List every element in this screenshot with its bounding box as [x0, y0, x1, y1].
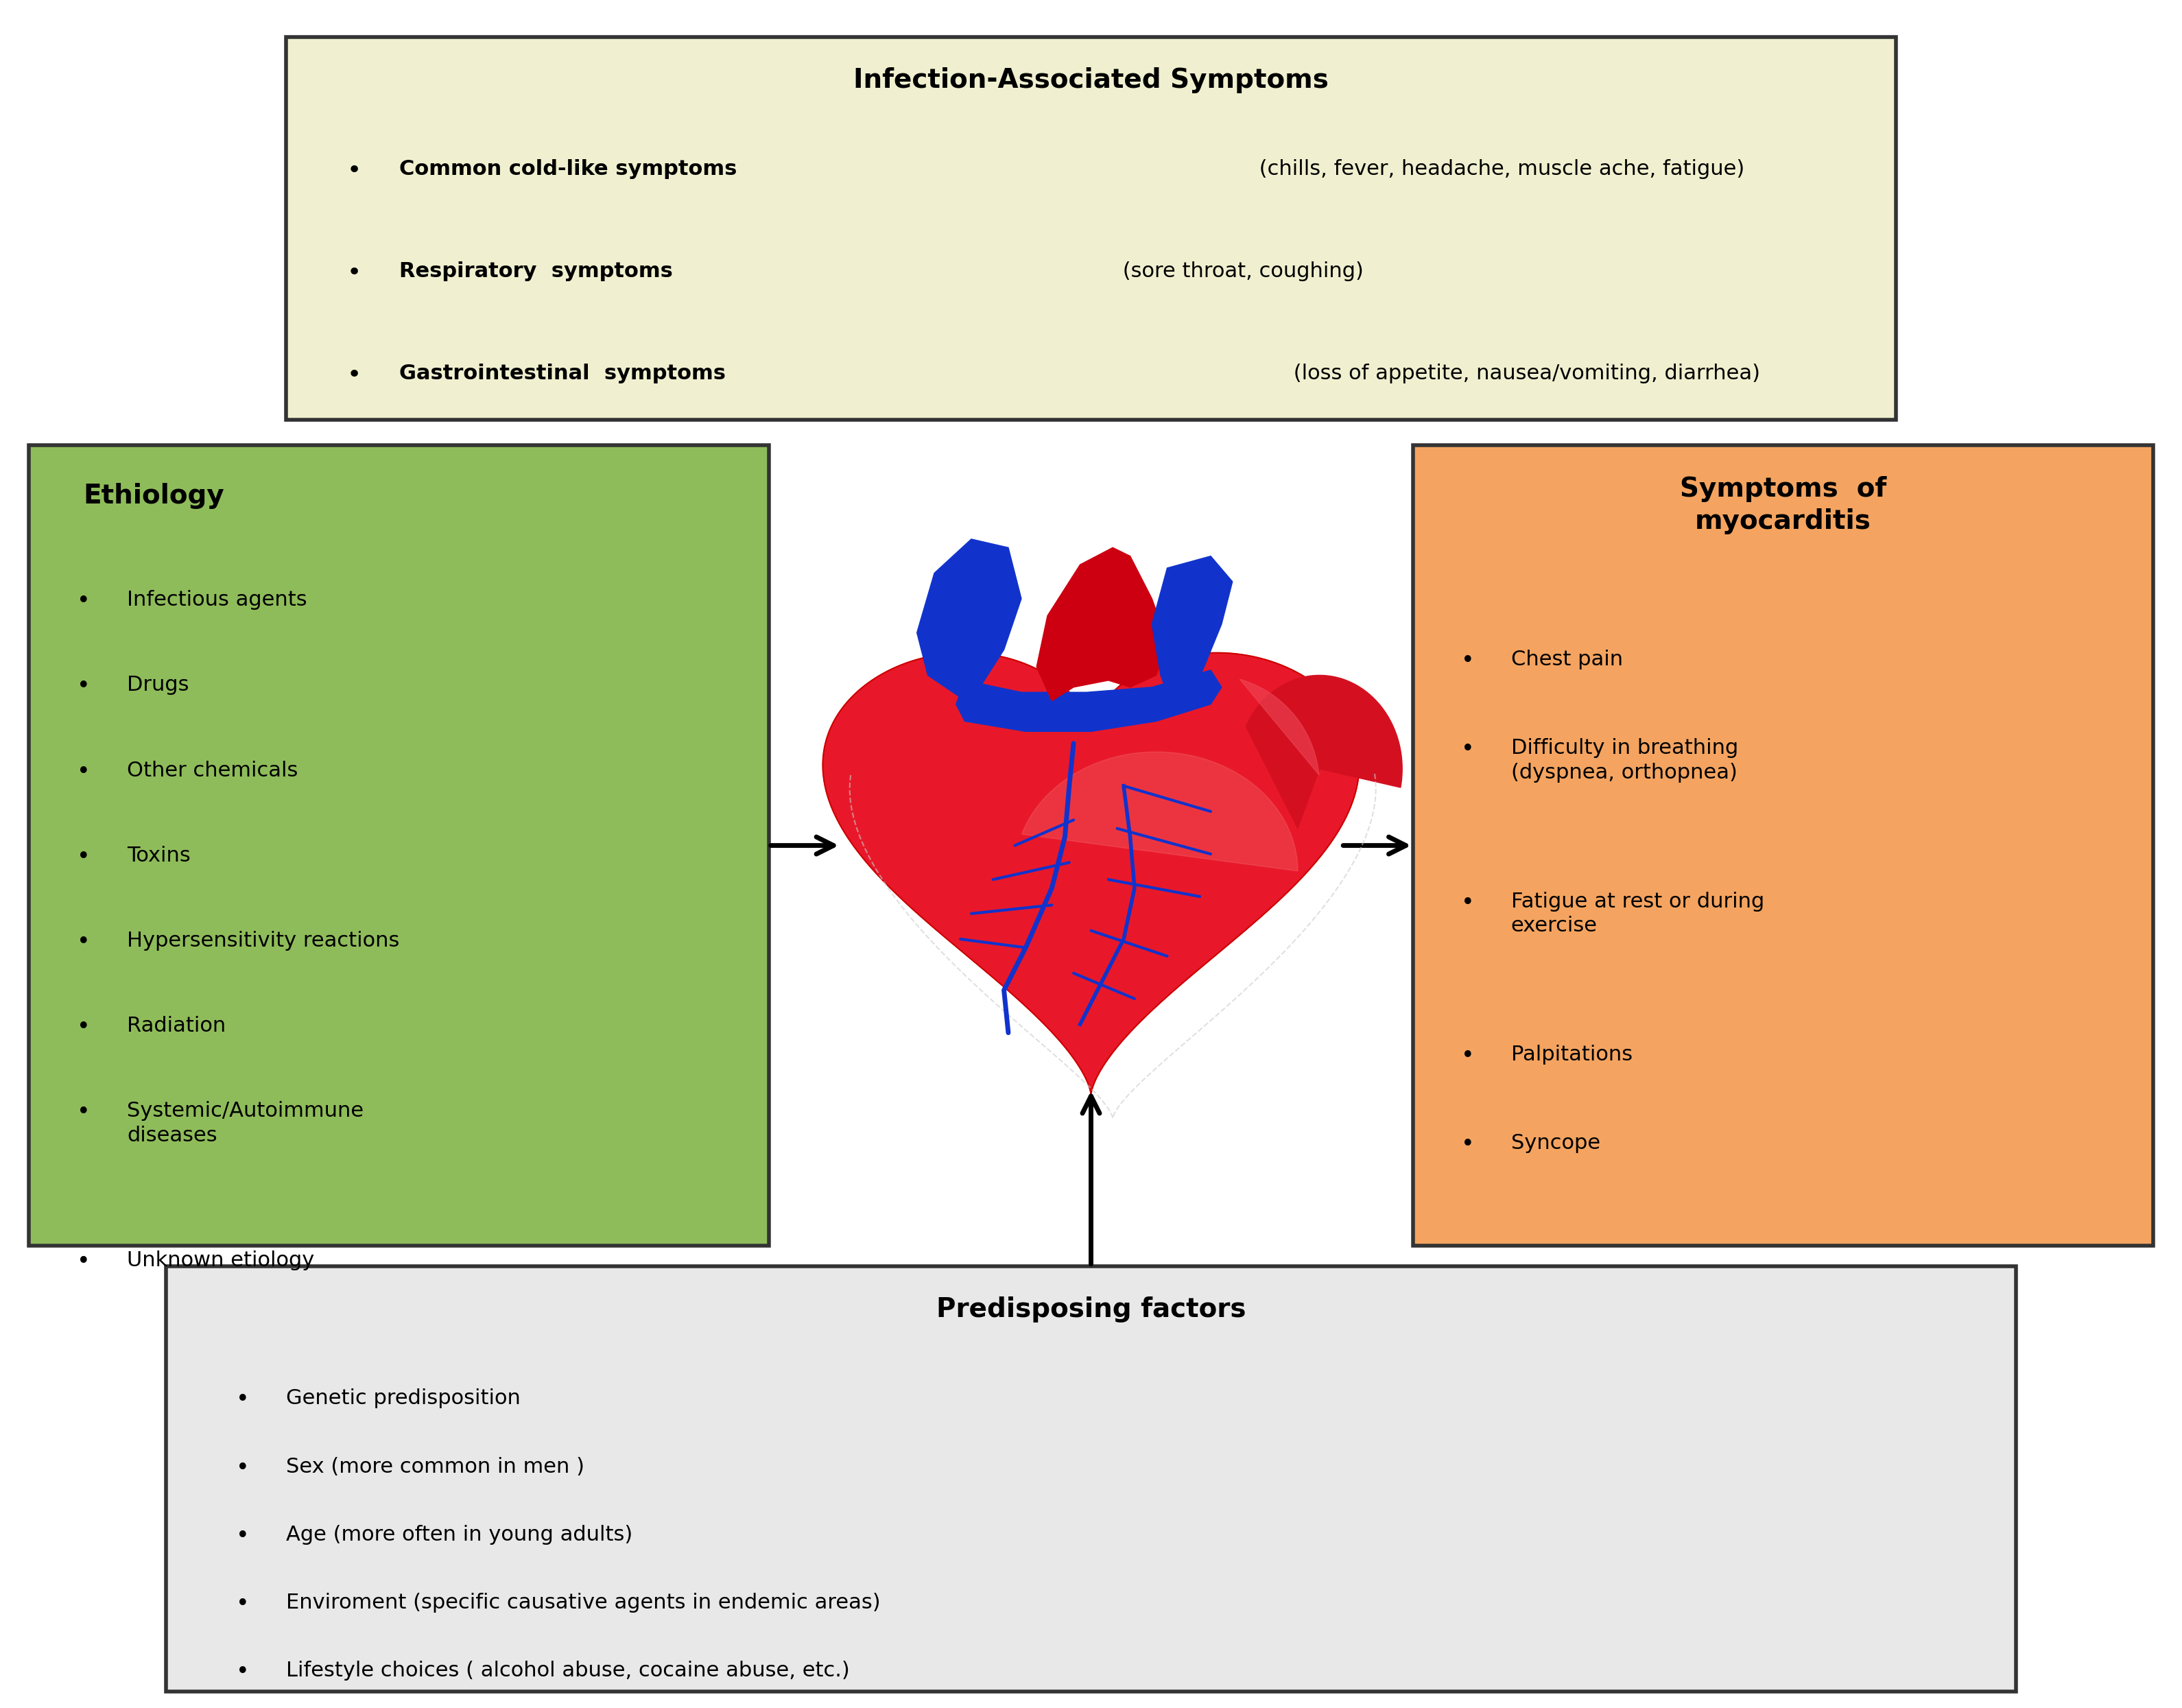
Text: •: •	[76, 1016, 89, 1038]
FancyBboxPatch shape	[28, 446, 768, 1245]
Text: •: •	[236, 1525, 249, 1547]
Text: •: •	[236, 1594, 249, 1616]
FancyBboxPatch shape	[286, 38, 1896, 420]
Text: •: •	[76, 931, 89, 953]
Text: Toxins: Toxins	[127, 845, 190, 866]
Polygon shape	[823, 652, 1359, 1095]
Text: •: •	[76, 1250, 89, 1272]
Polygon shape	[1036, 548, 1167, 700]
Text: Chest pain: Chest pain	[1510, 649, 1623, 670]
Text: Fatigue at rest or during
exercise: Fatigue at rest or during exercise	[1510, 892, 1765, 936]
Text: Infection-Associated Symptoms: Infection-Associated Symptoms	[853, 68, 1329, 94]
Polygon shape	[1246, 675, 1403, 828]
Text: Infectious agents: Infectious agents	[127, 591, 308, 610]
Text: Gastrointestinal  symptoms: Gastrointestinal symptoms	[399, 364, 724, 384]
FancyBboxPatch shape	[166, 1266, 2016, 1691]
Text: Palpitations: Palpitations	[1510, 1045, 1632, 1064]
Text: (sore throat, coughing): (sore throat, coughing)	[1115, 261, 1364, 282]
Text: •: •	[1462, 1045, 1475, 1068]
Text: Unknown etiology: Unknown etiology	[127, 1250, 314, 1271]
Text: Drugs: Drugs	[127, 675, 190, 695]
Text: Common cold-like symptoms: Common cold-like symptoms	[399, 159, 738, 179]
Text: •: •	[1462, 738, 1475, 760]
Text: •: •	[76, 591, 89, 613]
Polygon shape	[1021, 752, 1298, 871]
Text: Ethiology: Ethiology	[83, 483, 225, 509]
Text: Sex (more common in men ): Sex (more common in men )	[286, 1457, 585, 1476]
Text: •: •	[76, 675, 89, 699]
Text: Syncope: Syncope	[1510, 1132, 1599, 1153]
Text: Difficulty in breathing
(dyspnea, orthopnea): Difficulty in breathing (dyspnea, orthop…	[1510, 738, 1739, 782]
Text: Radiation: Radiation	[127, 1016, 227, 1035]
Text: Age (more often in young adults): Age (more often in young adults)	[286, 1525, 633, 1544]
FancyBboxPatch shape	[1414, 446, 2154, 1245]
Text: •: •	[76, 1102, 89, 1124]
Text: Respiratory  symptoms: Respiratory symptoms	[399, 261, 672, 282]
Text: •: •	[1462, 649, 1475, 673]
Text: •: •	[76, 760, 89, 782]
Polygon shape	[956, 670, 1222, 731]
Polygon shape	[1239, 680, 1318, 775]
Polygon shape	[916, 540, 1021, 697]
Text: (loss of appetite, nausea/vomiting, diarrhea): (loss of appetite, nausea/vomiting, diar…	[1287, 364, 1761, 384]
Text: Other chemicals: Other chemicals	[127, 760, 299, 781]
Text: •: •	[236, 1457, 249, 1479]
Text: Genetic predisposition: Genetic predisposition	[286, 1389, 519, 1409]
Text: Enviroment (specific causative agents in endemic areas): Enviroment (specific causative agents in…	[286, 1594, 879, 1612]
Text: Hypersensitivity reactions: Hypersensitivity reactions	[127, 931, 399, 950]
Text: Systemic/Autoimmune
diseases: Systemic/Autoimmune diseases	[127, 1102, 364, 1146]
Text: Lifestyle choices ( alcohol abuse, cocaine abuse, etc.): Lifestyle choices ( alcohol abuse, cocai…	[286, 1660, 849, 1681]
Text: •: •	[236, 1660, 249, 1684]
Text: •: •	[1462, 1132, 1475, 1156]
Text: •: •	[76, 845, 89, 868]
Text: •: •	[347, 364, 362, 388]
Text: •: •	[1462, 892, 1475, 914]
Text: Predisposing factors: Predisposing factors	[936, 1296, 1246, 1322]
Text: (chills, fever, headache, muscle ache, fatigue): (chills, fever, headache, muscle ache, f…	[1252, 159, 1743, 179]
Text: •: •	[347, 261, 362, 285]
Text: •: •	[347, 159, 362, 183]
Text: Symptoms  of
myocarditis: Symptoms of myocarditis	[1680, 477, 1887, 535]
Text: •: •	[236, 1389, 249, 1411]
Polygon shape	[1152, 557, 1233, 709]
